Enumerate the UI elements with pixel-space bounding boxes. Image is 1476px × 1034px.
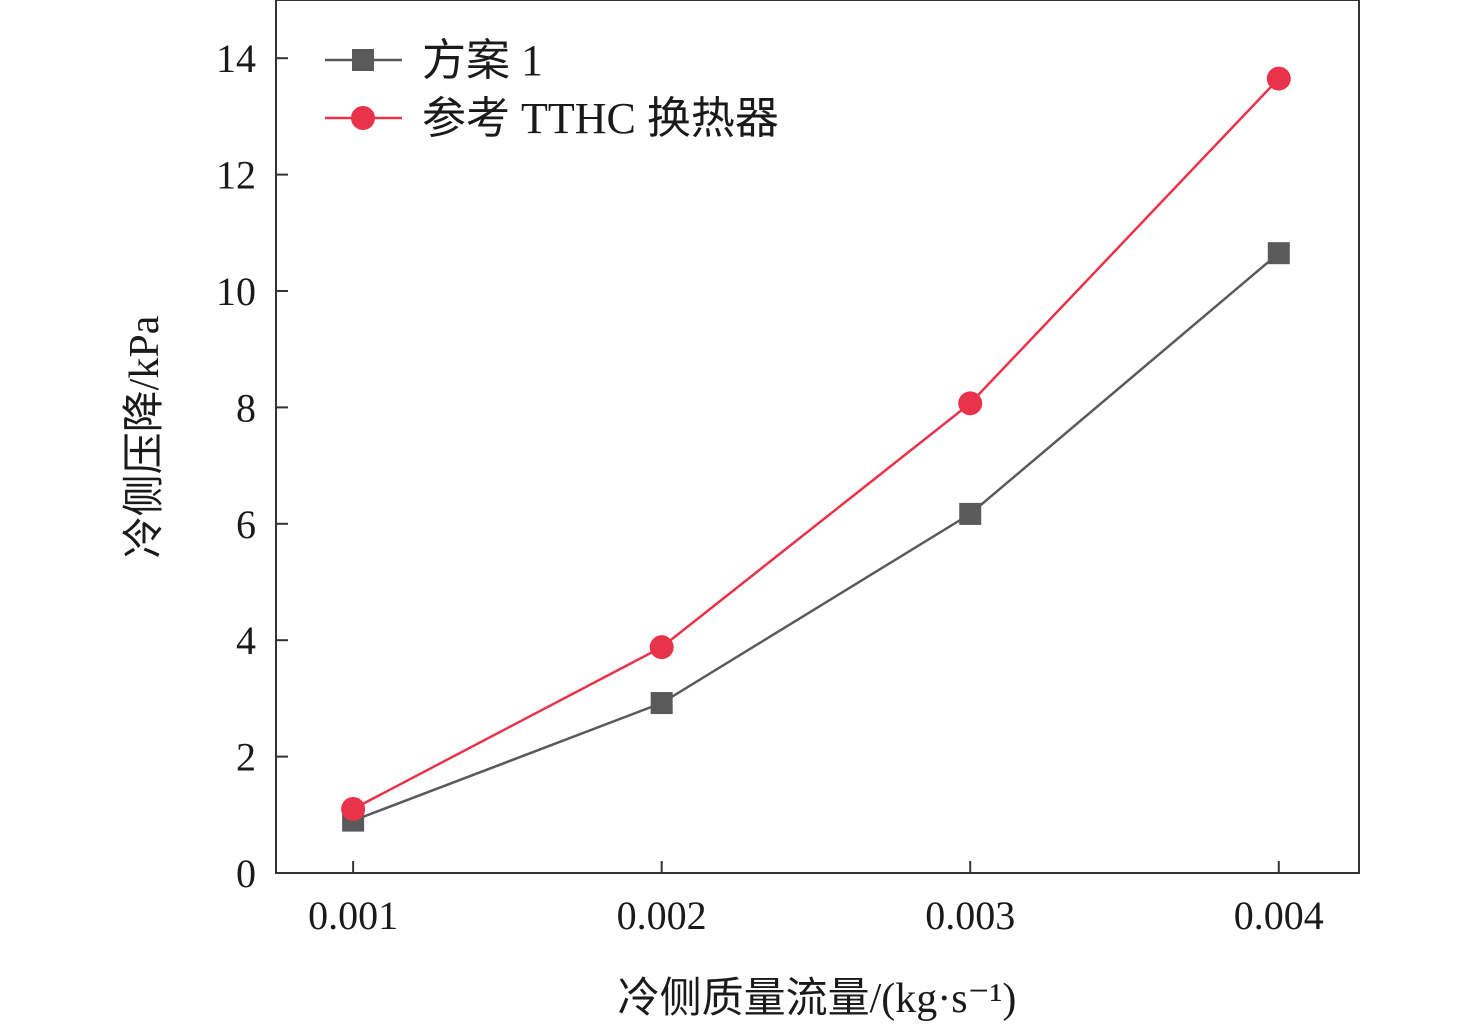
data-point — [959, 502, 982, 525]
y-axis: 0 2 4 6 8 10 12 14 — [216, 36, 288, 896]
x-tick-label: 0.003 — [925, 893, 1015, 938]
y-tick-label: 2 — [236, 735, 256, 780]
data-point — [1267, 242, 1290, 265]
x-axis-title: 冷侧质量流量/(kg·s⁻¹) — [618, 976, 1017, 1022]
y-tick-label: 6 — [236, 502, 256, 547]
y-tick-label: 4 — [236, 618, 256, 663]
legend-marker — [352, 49, 374, 71]
x-tick-label: 0.004 — [1234, 893, 1324, 938]
data-point — [649, 635, 674, 660]
y-tick-label: 8 — [236, 385, 256, 430]
y-tick-label: 0 — [236, 851, 256, 896]
series-line — [352, 77, 1280, 811]
series-line — [352, 252, 1280, 822]
legend-label: 参考 TTHC 换热器 — [422, 94, 779, 143]
y-axis-title: 冷侧压降/kPa — [122, 315, 168, 558]
legend-item-2: 参考 TTHC 换热器 — [325, 94, 779, 143]
y-tick-label: 12 — [216, 153, 256, 198]
data-point — [958, 391, 983, 416]
series-2 — [341, 66, 1291, 821]
y-tick-label: 10 — [216, 269, 256, 314]
x-tick-label: 0.001 — [308, 893, 398, 938]
legend-label: 方案 1 — [422, 36, 543, 85]
series-1 — [342, 242, 1290, 832]
data-point — [650, 692, 673, 715]
data-point — [341, 796, 366, 821]
legend: 方案 1 参考 TTHC 换热器 — [325, 36, 779, 143]
series-layer — [341, 66, 1291, 832]
legend-item-1: 方案 1 — [325, 36, 543, 85]
x-tick-label: 0.002 — [617, 893, 707, 938]
plot-frame — [275, 0, 1360, 874]
x-axis: 0.001 0.002 0.003 0.004 — [308, 861, 1324, 938]
y-tick-label: 14 — [216, 36, 256, 81]
legend-marker — [351, 106, 375, 130]
data-point — [1266, 66, 1291, 91]
